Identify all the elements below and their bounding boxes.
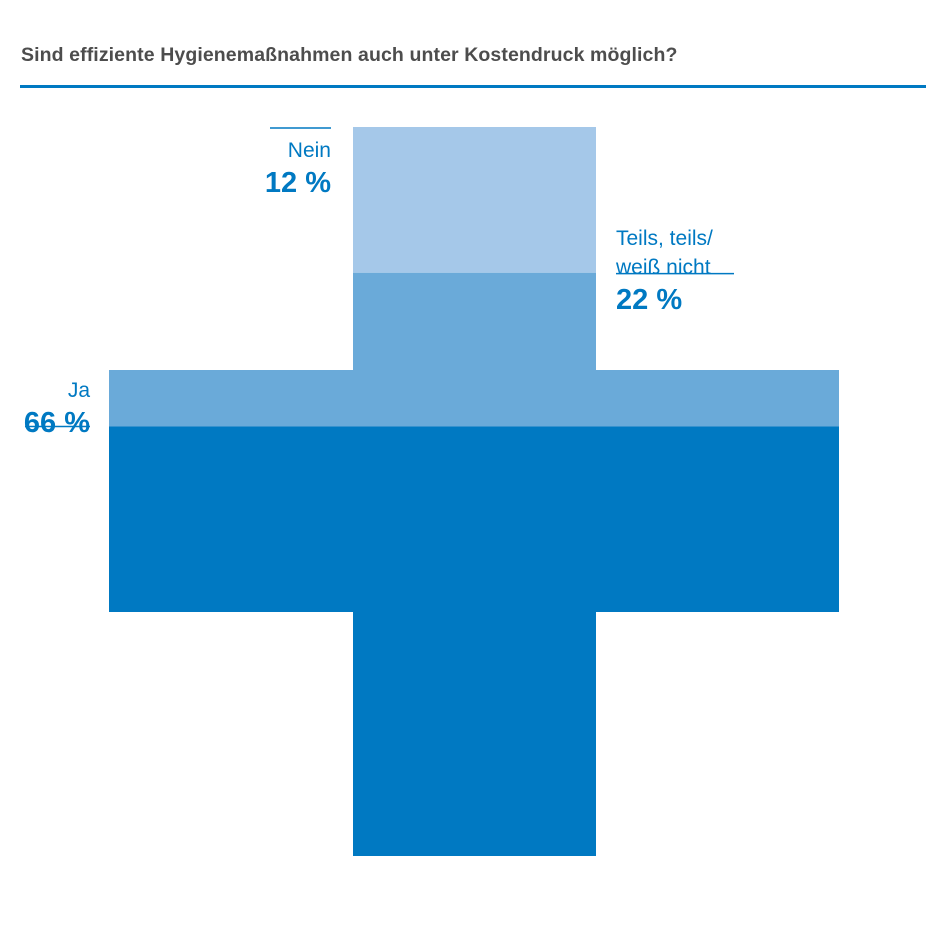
cross-segment-teils bbox=[109, 272, 839, 427]
cross-segment-nein bbox=[109, 127, 839, 273]
value-label-nein: 12 % bbox=[265, 167, 331, 199]
category-label-nein: Nein bbox=[288, 139, 331, 162]
value-label-ja: 66 % bbox=[24, 407, 90, 439]
cross-segment-ja bbox=[109, 426, 839, 856]
value-label-teils: 22 % bbox=[616, 284, 682, 316]
category-label-ja: Ja bbox=[68, 379, 91, 402]
title-underline bbox=[20, 85, 926, 88]
category-label-teils-line2: weiß nicht bbox=[615, 256, 711, 279]
chart-title: Sind effiziente Hygienemaßnahmen auch un… bbox=[21, 44, 678, 66]
category-label-teils: Teils, teils/ bbox=[616, 227, 713, 250]
